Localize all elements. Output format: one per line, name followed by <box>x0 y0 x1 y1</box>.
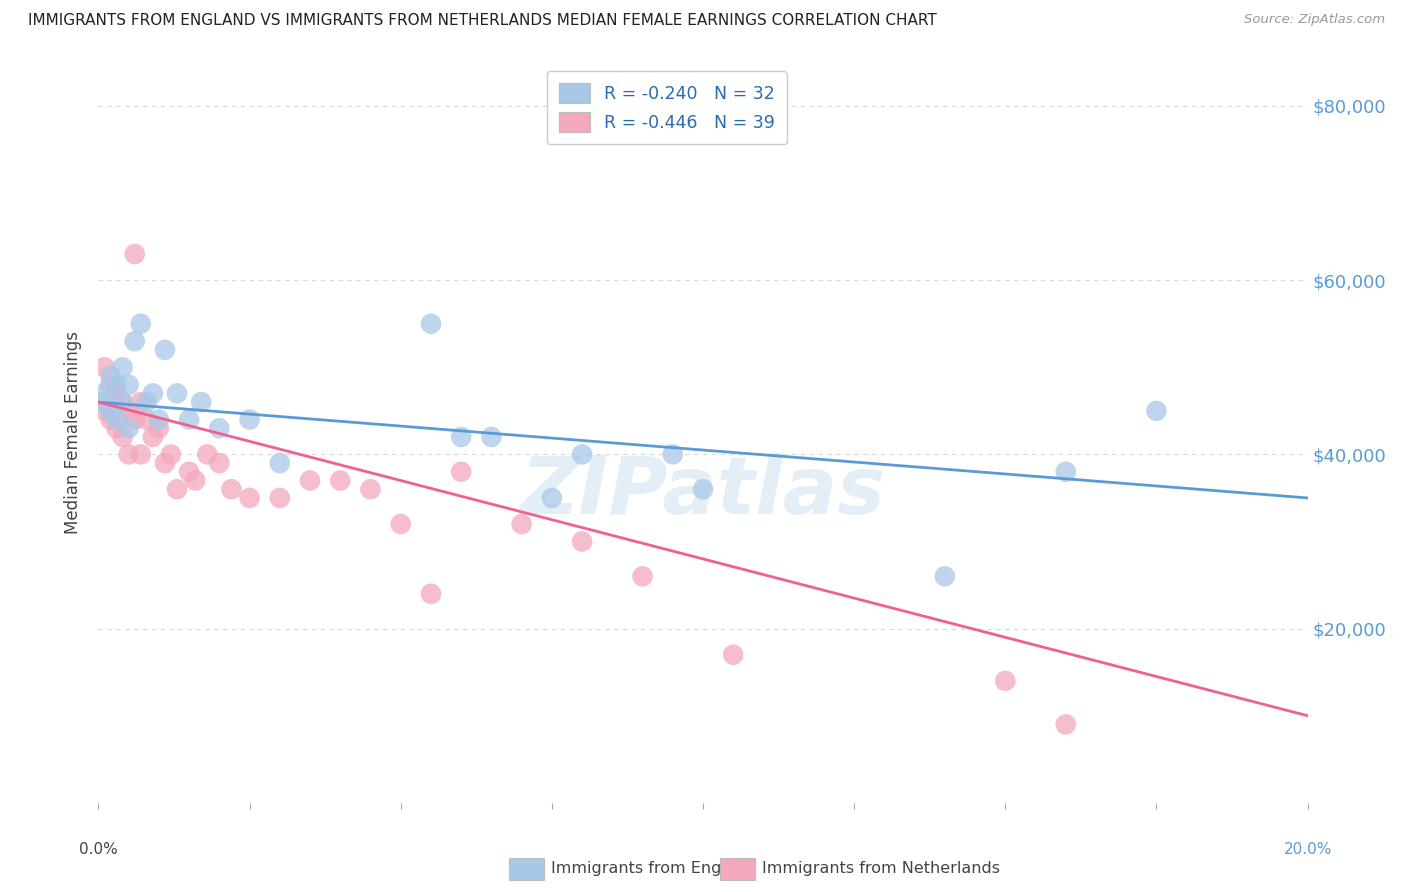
Point <box>360 482 382 496</box>
Point <box>179 465 201 479</box>
Point <box>166 482 188 496</box>
Point <box>124 334 146 348</box>
Point <box>142 430 165 444</box>
Text: 0.0%: 0.0% <box>79 842 118 856</box>
Point <box>208 456 231 470</box>
Point <box>111 430 134 444</box>
Point <box>100 404 122 418</box>
Text: Source: ZipAtlas.com: Source: ZipAtlas.com <box>1244 13 1385 27</box>
Point <box>93 404 115 418</box>
Point <box>661 447 683 461</box>
Point <box>93 360 115 375</box>
Point <box>239 491 262 505</box>
Legend: R = -0.240   N = 32, R = -0.446   N = 39: R = -0.240 N = 32, R = -0.446 N = 39 <box>547 71 787 145</box>
Point <box>1054 465 1077 479</box>
Point <box>179 412 201 426</box>
Point <box>160 447 183 461</box>
Point <box>105 377 128 392</box>
Point <box>105 386 128 401</box>
Point <box>129 447 152 461</box>
Text: Immigrants from Netherlands: Immigrants from Netherlands <box>762 862 1000 876</box>
Point <box>269 456 291 470</box>
Point <box>481 430 503 444</box>
Point <box>299 474 322 488</box>
Point <box>571 447 593 461</box>
Point <box>571 534 593 549</box>
Point <box>111 395 134 409</box>
Point <box>100 377 122 392</box>
Point <box>124 247 146 261</box>
Point <box>420 587 443 601</box>
Point <box>631 569 654 583</box>
Point <box>420 317 443 331</box>
Point <box>118 377 141 392</box>
Point <box>1144 404 1167 418</box>
Point <box>105 412 128 426</box>
Point <box>723 648 745 662</box>
Point <box>129 317 152 331</box>
Point <box>221 482 243 496</box>
Point <box>118 404 141 418</box>
Point <box>118 421 141 435</box>
Point <box>190 395 212 409</box>
Point <box>450 465 472 479</box>
Point <box>1054 717 1077 731</box>
Point <box>135 412 157 426</box>
Point <box>148 421 170 435</box>
Point <box>540 491 562 505</box>
Text: ZIPatlas: ZIPatlas <box>520 453 886 531</box>
Point <box>184 474 207 488</box>
Text: IMMIGRANTS FROM ENGLAND VS IMMIGRANTS FROM NETHERLANDS MEDIAN FEMALE EARNINGS CO: IMMIGRANTS FROM ENGLAND VS IMMIGRANTS FR… <box>28 13 936 29</box>
Point <box>111 360 134 375</box>
Point <box>994 673 1017 688</box>
Point <box>389 517 412 532</box>
Point <box>208 421 231 435</box>
Point <box>93 386 115 401</box>
Point <box>135 395 157 409</box>
Point <box>239 412 262 426</box>
Point <box>510 517 533 532</box>
Point <box>450 430 472 444</box>
Point <box>129 395 152 409</box>
Point <box>100 369 122 384</box>
Point <box>105 421 128 435</box>
Point <box>93 395 115 409</box>
Point <box>153 343 176 357</box>
Point <box>142 386 165 401</box>
Point <box>195 447 218 461</box>
Point <box>118 447 141 461</box>
Point <box>111 395 134 409</box>
Point <box>153 456 176 470</box>
Point <box>692 482 714 496</box>
Point <box>166 386 188 401</box>
Point <box>329 474 352 488</box>
Point <box>934 569 956 583</box>
Point <box>269 491 291 505</box>
Point <box>100 412 122 426</box>
Y-axis label: Median Female Earnings: Median Female Earnings <box>65 331 83 534</box>
Text: Immigrants from England: Immigrants from England <box>551 862 756 876</box>
Point <box>124 412 146 426</box>
Point <box>148 412 170 426</box>
Text: 20.0%: 20.0% <box>1284 842 1331 856</box>
